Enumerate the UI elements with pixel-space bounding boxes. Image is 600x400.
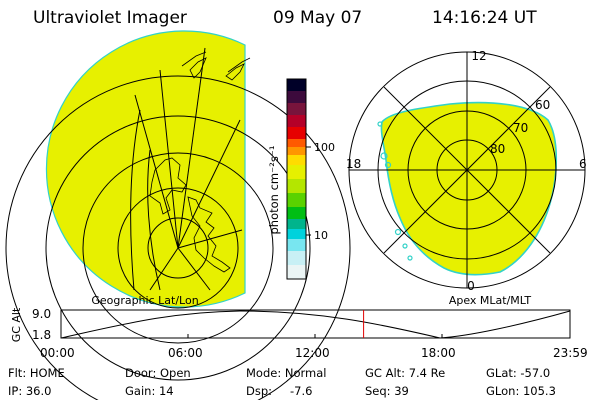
status-gc-alt: GC Alt: 7.4 Re: [365, 366, 446, 380]
polar-auroral-oval: [380, 101, 558, 276]
mlt-label-6: 6: [579, 157, 587, 171]
geo-outer-graticule: [181, 51, 251, 73]
geo-grid-lines: [5, 47, 351, 400]
colorbar-tick-10: 10: [314, 229, 328, 242]
colorbar-unit-label: photon cm⁻²s⁻¹: [267, 146, 281, 235]
time-label: 14:16:24 UT: [432, 8, 537, 28]
mlat-label-80: 80: [490, 142, 505, 156]
status-seq: Seq: 39: [365, 384, 409, 398]
status-ip: IP: 36.0: [8, 384, 52, 398]
altitude-ymin: 1.8: [32, 328, 51, 342]
polar-oval-speckles: [377, 121, 413, 261]
geo-emission-disk: [45, 30, 246, 308]
x-tick-2359: 23:59: [553, 346, 588, 360]
status-dsp-value: -7.6: [290, 384, 313, 398]
colorbar: [286, 78, 311, 280]
mlat-label-60: 60: [535, 98, 550, 112]
altitude-axis-label: GC Alt: [10, 307, 23, 342]
status-flt: Flt: HOME: [8, 366, 65, 380]
status-mode: Mode: Normal: [246, 366, 327, 380]
geographic-label: Geographic Lat/Lon: [91, 294, 198, 307]
x-tick-0600: 06:00: [168, 346, 203, 360]
geo-coastlines: [149, 57, 245, 273]
altitude-curve: [60, 310, 571, 339]
status-dsp-label: Dsp:: [246, 384, 273, 398]
altitude-plot: [60, 309, 571, 339]
x-tick-0000: 00:00: [40, 346, 75, 360]
status-glon: GLon: 105.3: [486, 384, 556, 398]
status-door: Door: Open: [125, 366, 191, 380]
mlt-label-18: 18: [346, 157, 361, 171]
x-tick-1200: 12:00: [295, 346, 330, 360]
polar-label: Apex MLat/MLT: [449, 294, 532, 307]
status-gain: Gain: 14: [125, 384, 174, 398]
mlt-label-0: 0: [467, 279, 475, 293]
mlt-label-12: 12: [471, 49, 486, 63]
polar-grid: [349, 52, 585, 288]
polar-image: [348, 51, 586, 289]
date-label: 09 May 07: [273, 8, 363, 28]
geographic-image: [5, 30, 351, 400]
status-glat: GLat: -57.0: [486, 366, 551, 380]
x-tick-1800: 18:00: [421, 346, 456, 360]
colorbar-tick-100: 100: [314, 141, 335, 154]
altitude-ymax: 9.0: [32, 307, 51, 321]
instrument-title: Ultraviolet Imager: [33, 8, 187, 28]
mlat-label-70: 70: [513, 121, 528, 135]
